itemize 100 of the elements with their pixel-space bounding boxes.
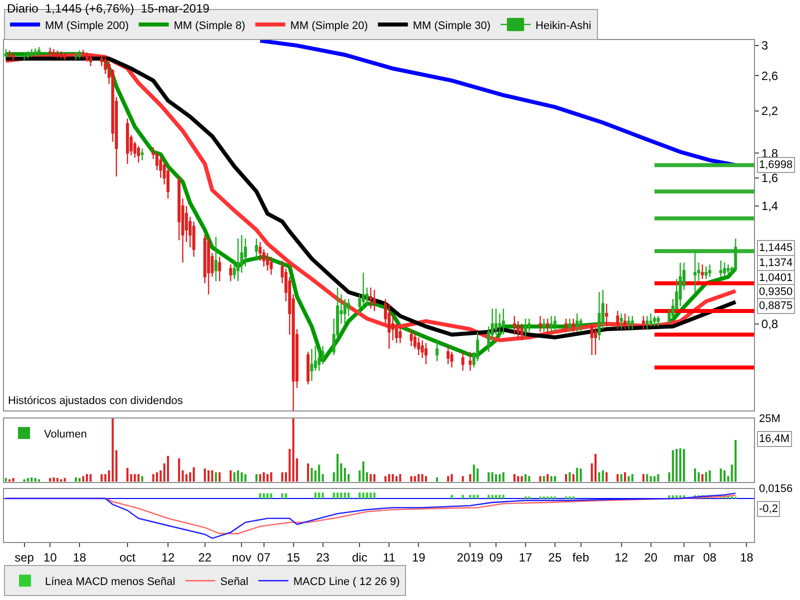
x-tick-label: 12	[614, 550, 628, 564]
candlestick	[229, 264, 232, 282]
legend-label: MM (Simple 8)	[174, 20, 246, 32]
candlestick	[704, 266, 708, 280]
bar	[310, 468, 313, 482]
bar	[606, 472, 608, 482]
bar	[358, 470, 361, 482]
candlestick	[726, 264, 730, 276]
y-tick-label: 2,6	[761, 68, 778, 83]
x-tick-label: 18	[72, 550, 87, 564]
annotation: 0,8875	[759, 300, 793, 312]
bar	[292, 418, 294, 482]
x-tick-label: 15	[286, 550, 300, 564]
bar	[418, 474, 420, 482]
bar	[34, 478, 36, 482]
candlestick	[207, 238, 210, 295]
x-tick-label: 20	[644, 550, 658, 564]
candlestick	[630, 315, 634, 330]
candlestick	[8, 50, 12, 58]
bar	[620, 474, 622, 482]
bar	[694, 468, 696, 482]
x-tick-label: nov	[232, 550, 252, 564]
candlestick	[410, 328, 413, 347]
candlestick	[553, 315, 556, 332]
bar	[628, 476, 630, 482]
bar	[580, 468, 582, 482]
candlestick	[436, 340, 439, 362]
bar	[539, 476, 542, 482]
y-tick-label: 1,6	[761, 171, 778, 186]
candlestick	[38, 46, 41, 56]
bar	[708, 470, 711, 482]
candlestick	[318, 348, 321, 372]
candlestick	[192, 220, 196, 258]
bar	[395, 476, 398, 482]
bar	[152, 474, 154, 482]
bar	[156, 472, 158, 482]
candlestick	[502, 308, 505, 336]
bar	[476, 468, 479, 482]
candlestick	[542, 318, 546, 332]
bar	[392, 474, 394, 482]
bar	[185, 474, 188, 482]
bar	[410, 476, 412, 482]
bar	[546, 474, 549, 482]
bar	[262, 472, 265, 482]
bar	[90, 474, 92, 482]
candlestick	[424, 342, 428, 365]
candlestick	[369, 287, 372, 310]
candlestick	[678, 262, 682, 307]
bar	[568, 472, 571, 482]
y-tick-label: 0,8	[761, 317, 778, 331]
bar	[237, 470, 240, 482]
candlestick	[89, 54, 92, 67]
bar	[112, 418, 114, 482]
bar	[472, 464, 475, 482]
candlestick	[56, 50, 59, 58]
candlestick	[708, 264, 712, 278]
candlestick	[218, 256, 222, 282]
bar	[214, 472, 217, 482]
candlestick	[398, 326, 402, 344]
x-tick-label: 17	[518, 550, 532, 564]
bar	[178, 458, 180, 482]
bar	[672, 450, 674, 482]
x-tick-label: sep	[14, 550, 34, 564]
bar	[421, 474, 424, 482]
bar	[230, 470, 232, 482]
legend-label: Señal	[220, 576, 248, 588]
bar	[572, 474, 574, 482]
bar	[513, 474, 516, 482]
candlestick	[82, 49, 85, 58]
bar	[322, 474, 324, 482]
x-tick-label: 19	[412, 550, 426, 564]
candlestick	[372, 289, 376, 312]
candlestick	[572, 318, 575, 332]
x-tick-label: mar	[674, 550, 694, 564]
legend-label: MM (Simple 200)	[45, 20, 129, 32]
candlestick	[310, 348, 314, 382]
bar	[100, 474, 103, 482]
bar	[631, 474, 634, 482]
candlestick	[520, 323, 524, 341]
bar	[255, 474, 258, 482]
x-tick-label: 22	[198, 550, 212, 564]
candlestick	[52, 48, 56, 58]
bar	[138, 474, 140, 482]
candlestick	[546, 318, 550, 336]
candlestick	[74, 52, 78, 61]
candlestick	[550, 315, 553, 332]
bar	[134, 474, 136, 482]
annotation: 1,1374	[759, 257, 793, 269]
annotation: 1,1445	[759, 242, 793, 254]
bar	[160, 470, 162, 482]
candlestick	[48, 47, 52, 57]
candlestick	[30, 48, 34, 58]
x-tick-label: 09	[489, 550, 504, 564]
candlestick	[362, 272, 365, 310]
candlestick	[719, 260, 722, 278]
bar	[336, 454, 339, 482]
bar	[86, 474, 88, 482]
bar	[38, 479, 40, 482]
bar	[218, 472, 221, 482]
chart-title: Diario 1,1445 (+6,76%) 15-mar-2019	[7, 1, 210, 16]
